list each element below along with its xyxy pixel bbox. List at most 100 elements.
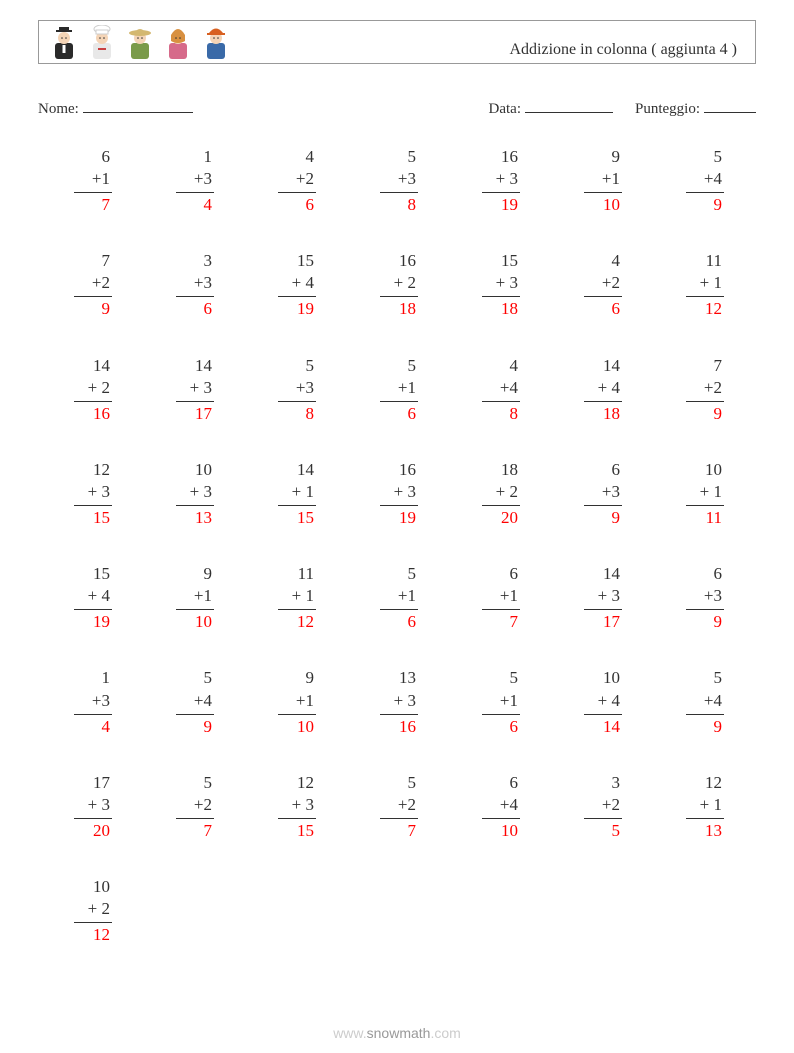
sum-bar	[380, 609, 418, 610]
addition-problem: 6+17	[446, 563, 520, 633]
answer: 4	[204, 194, 215, 216]
addend-top: 10	[93, 876, 112, 898]
answer: 9	[204, 716, 215, 738]
addend-bottom: +3	[398, 168, 418, 190]
addition-problem: 15+ 419	[242, 250, 316, 320]
sum-bar	[74, 714, 112, 715]
footer: www.snowmath.com	[0, 1025, 794, 1041]
addition-problem: 10+ 111	[650, 459, 724, 529]
addend-top: 16	[501, 146, 520, 168]
addition-problem: 12+ 113	[650, 772, 724, 842]
addend-top: 14	[93, 355, 112, 377]
sum-bar	[176, 505, 214, 506]
problem-row: 10+ 212	[38, 876, 756, 946]
addition-problem: 10+ 313	[140, 459, 214, 529]
problem-row: 1+345+499+11013+ 3165+1610+ 4145+49	[38, 667, 756, 737]
addend-top: 15	[297, 250, 316, 272]
addition-problem: 5+27	[344, 772, 418, 842]
answer: 7	[510, 611, 521, 633]
addend-top: 9	[204, 563, 215, 585]
addend-bottom: +1	[398, 585, 418, 607]
addend-top: 10	[705, 459, 724, 481]
answer: 9	[612, 507, 623, 529]
addition-problem: 14+ 418	[548, 355, 622, 425]
addend-top: 6	[510, 772, 521, 794]
addend-bottom: +2	[194, 794, 214, 816]
addend-bottom: +3	[602, 481, 622, 503]
answer: 9	[102, 298, 113, 320]
addition-problem: 17+ 320	[38, 772, 112, 842]
sum-bar	[482, 714, 520, 715]
addition-problem: 5+16	[446, 667, 520, 737]
addend-bottom: +2	[602, 794, 622, 816]
addend-bottom: +3	[194, 168, 214, 190]
addend-bottom: +2	[92, 272, 112, 294]
header-bar: Addizione in colonna ( aggiunta 4 )	[38, 20, 756, 64]
sum-bar	[482, 818, 520, 819]
sum-bar	[482, 401, 520, 402]
addend-top: 6	[714, 563, 725, 585]
addition-problem: 14+ 115	[242, 459, 316, 529]
addition-problem: 4+48	[446, 355, 520, 425]
addend-top: 4	[306, 146, 317, 168]
addend-top: 4	[612, 250, 623, 272]
addend-top: 1	[204, 146, 215, 168]
answer: 15	[297, 820, 316, 842]
addend-bottom: +1	[602, 168, 622, 190]
addition-problem: 9+1 10	[140, 563, 214, 633]
sum-bar	[584, 714, 622, 715]
addend-top: 12	[93, 459, 112, 481]
date-blank	[525, 98, 613, 113]
answer: 19	[399, 507, 418, 529]
addition-problem: 3+36	[140, 250, 214, 320]
sum-bar	[482, 192, 520, 193]
answer: 4	[102, 716, 113, 738]
sum-bar	[278, 714, 316, 715]
addend-top: 14	[297, 459, 316, 481]
addend-bottom: +2	[704, 377, 724, 399]
sum-bar	[176, 609, 214, 610]
addend-bottom: +4	[500, 794, 520, 816]
answer: 10	[297, 716, 316, 738]
answer: 7	[408, 820, 419, 842]
addition-problem: 14+ 317	[548, 563, 622, 633]
addition-problem: 15+ 318	[446, 250, 520, 320]
addend-bottom: +1	[194, 585, 214, 607]
problem-row: 12+ 31510+ 31314+ 11516+ 31918+ 2206+391…	[38, 459, 756, 529]
answer: 6	[408, 403, 419, 425]
addend-top: 12	[705, 772, 724, 794]
answer: 5	[612, 820, 623, 842]
sum-bar	[74, 922, 112, 923]
sum-bar	[584, 296, 622, 297]
addition-problem: 5+49	[650, 146, 724, 216]
answer: 6	[306, 194, 317, 216]
addend-top: 7	[102, 250, 113, 272]
sum-bar	[482, 505, 520, 506]
addend-top: 10	[603, 667, 622, 689]
sum-bar	[278, 401, 316, 402]
addition-problem: 14+ 317	[140, 355, 214, 425]
sum-bar	[74, 505, 112, 506]
addend-bottom: + 4	[292, 272, 316, 294]
answer: 9	[714, 716, 725, 738]
addend-bottom: +2	[602, 272, 622, 294]
addend-top: 6	[102, 146, 113, 168]
sum-bar	[278, 296, 316, 297]
sum-bar	[380, 192, 418, 193]
answer: 9	[714, 403, 725, 425]
addend-top: 9	[306, 667, 317, 689]
worksheet-page: Addizione in colonna ( aggiunta 4 ) Nome…	[0, 0, 794, 1053]
addend-top: 5	[204, 667, 215, 689]
addition-problem: 18+ 220	[446, 459, 520, 529]
addition-problem: 5+27	[140, 772, 214, 842]
answer: 10	[195, 611, 214, 633]
sum-bar	[380, 505, 418, 506]
addend-bottom: + 3	[394, 690, 418, 712]
addend-top: 3	[204, 250, 215, 272]
answer: 20	[93, 820, 112, 842]
addend-top: 17	[93, 772, 112, 794]
addend-top: 15	[93, 563, 112, 585]
addend-bottom: +3	[194, 272, 214, 294]
addend-bottom: + 3	[190, 481, 214, 503]
answer: 18	[501, 298, 520, 320]
